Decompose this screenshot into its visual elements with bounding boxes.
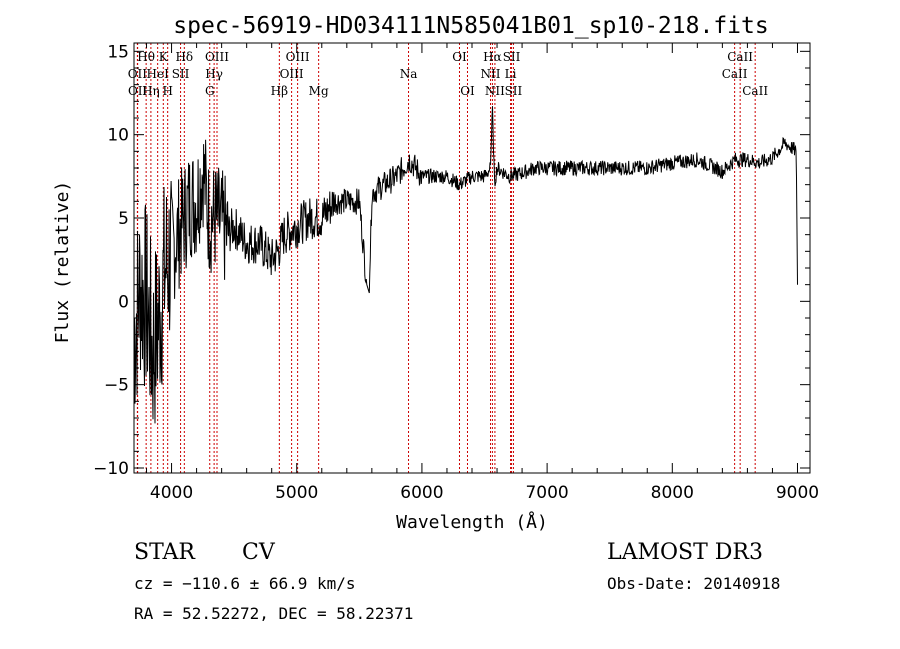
spectral-line-label: OI bbox=[452, 50, 467, 64]
plot-frame bbox=[133, 42, 811, 474]
spectral-line-label: CaII bbox=[722, 67, 748, 81]
y-tick-label: 5 bbox=[118, 209, 129, 229]
spectral-line-label: Hγ bbox=[205, 67, 223, 81]
spectral-line-markers bbox=[136, 43, 756, 473]
spectral-line-label: CaII bbox=[727, 50, 753, 64]
spectral-line-label: Li bbox=[505, 67, 517, 81]
spectral-line-label: OII bbox=[128, 84, 148, 98]
y-tick-label: −5 bbox=[104, 376, 129, 396]
y-tick-label: 10 bbox=[107, 126, 129, 146]
y-tick-label: 0 bbox=[118, 292, 129, 312]
spectral-line-label: Hδ bbox=[175, 50, 193, 64]
object-subclass: CV bbox=[242, 540, 275, 565]
spectral-line-label: SII bbox=[503, 50, 521, 64]
spectral-line-label: Hη bbox=[142, 84, 160, 98]
spectral-line-label: Hα bbox=[483, 50, 502, 64]
x-tick-label: 6000 bbox=[400, 483, 443, 503]
spectral-line-label: Mg bbox=[309, 84, 329, 98]
x-tick-label: 9000 bbox=[776, 483, 819, 503]
object-class: STAR bbox=[134, 540, 195, 565]
observation-date: Obs-Date: 20140918 bbox=[607, 574, 781, 593]
chart-title: spec-56919-HD034111N585041B01_sp10-218.f… bbox=[173, 13, 768, 39]
spectral-line-label: OI bbox=[460, 84, 475, 98]
spectral-line-label: SII bbox=[505, 84, 523, 98]
spectral-line-label: G bbox=[205, 84, 215, 98]
spectral-line-label: Na bbox=[400, 67, 418, 81]
spectral-line-label: Hθ bbox=[137, 50, 155, 64]
spectral-line-label: OII bbox=[128, 67, 148, 81]
x-tick-label: 8000 bbox=[651, 483, 694, 503]
x-tick-label: 7000 bbox=[525, 483, 568, 503]
spectral-line-label: CaII bbox=[742, 84, 768, 98]
spectral-line-label: H bbox=[162, 84, 172, 98]
spectral-line-label: OIII bbox=[286, 50, 310, 64]
spectral-line-label: K bbox=[159, 50, 169, 64]
spectral-line-label: Hβ bbox=[271, 84, 288, 98]
spectral-line-label: OIII bbox=[280, 67, 304, 81]
x-tick-label: 5000 bbox=[275, 483, 318, 503]
spectral-line-label: NII bbox=[481, 67, 501, 81]
x-axis-ticks: 4000 5000 6000 7000 8000 9000 bbox=[146, 43, 819, 503]
y-tick-label: −10 bbox=[93, 459, 129, 479]
spectral-line-label: OIII bbox=[205, 50, 229, 64]
y-axis-ticks: −10 −5 0 5 10 15 bbox=[93, 42, 810, 479]
spectral-line-label: NII bbox=[485, 84, 505, 98]
x-tick-label: 4000 bbox=[150, 483, 193, 503]
redshift-cz: cz = −110.6 ± 66.9 km/s bbox=[134, 574, 356, 593]
spectral-line-label: HeI bbox=[147, 67, 170, 81]
spectrum-line bbox=[133, 106, 798, 424]
survey-name: LAMOST DR3 bbox=[607, 540, 763, 565]
spectral-line-label: SII bbox=[172, 67, 190, 81]
coordinates: RA = 52.52272, DEC = 58.22371 bbox=[134, 604, 414, 623]
x-axis-label: Wavelength (Å) bbox=[396, 511, 548, 533]
y-tick-label: 15 bbox=[107, 42, 129, 62]
y-axis-label: Flux (relative) bbox=[52, 181, 73, 344]
